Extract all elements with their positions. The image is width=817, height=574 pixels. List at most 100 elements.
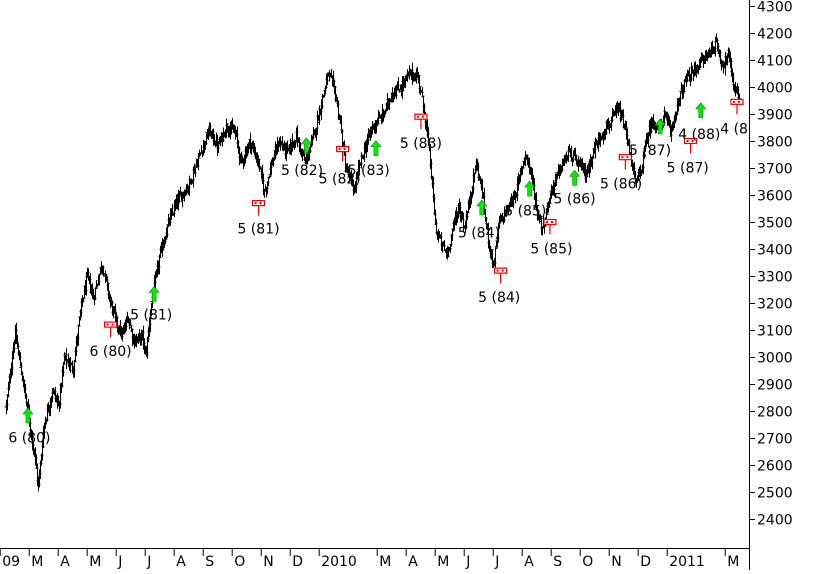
x-tick-label: D xyxy=(292,554,303,570)
signal-label: 5 (83) xyxy=(348,163,390,179)
ohlc-bar xyxy=(417,75,422,94)
y-tick: 3300 xyxy=(749,270,793,286)
y-tick-label: 3700 xyxy=(757,162,793,178)
y-tick: 3700 xyxy=(749,162,793,178)
y-tick: 3800 xyxy=(749,135,793,151)
y-tick: 3100 xyxy=(749,324,793,340)
x-tick-label: M xyxy=(727,554,739,570)
ohlc-bar xyxy=(196,152,201,171)
y-tick-label: 4300 xyxy=(757,0,793,16)
x-tick: M xyxy=(86,548,101,570)
buy-arrow-icon xyxy=(476,199,488,216)
x-tick: N xyxy=(260,548,274,570)
sell-marker-icon xyxy=(730,98,744,115)
y-tick-label: 4000 xyxy=(757,81,793,97)
x-tick: N xyxy=(608,548,622,570)
y-tick: 3900 xyxy=(749,108,793,124)
x-tick-label: O xyxy=(582,554,593,570)
x-tick: M xyxy=(376,548,391,570)
signal-label: 5 (82) xyxy=(319,171,361,187)
x-tick-label: S xyxy=(553,554,562,570)
buy-arrow-icon xyxy=(524,180,536,197)
y-tick-label: 4200 xyxy=(757,27,793,43)
y-axis-ticks: 4300 4200 4100 4000 3900 3800 3700 3600 3500 3400… xyxy=(749,0,793,529)
x-tick-label: J xyxy=(146,554,151,570)
y-tick: 3600 xyxy=(749,189,793,205)
sell-marker-icon xyxy=(414,113,428,130)
x-tick-label: A xyxy=(524,554,534,570)
sell-marker-icon xyxy=(251,200,266,216)
x-tick: S xyxy=(202,548,214,570)
signal-label: 4 (8 xyxy=(720,121,748,137)
x-tick-label: M xyxy=(437,554,449,570)
ohlc-bar xyxy=(547,197,552,208)
x-tick: A xyxy=(173,548,186,570)
ohlc-bar xyxy=(193,166,198,178)
x-tick-label: N xyxy=(263,554,273,570)
signal-markers xyxy=(22,98,744,424)
y-tick: 2900 xyxy=(749,378,793,394)
ohlc-bar xyxy=(465,210,470,220)
x-tick-label: M xyxy=(31,554,43,570)
signal-label: 5 (81) xyxy=(237,221,279,237)
buy-arrow-icon xyxy=(300,137,312,154)
y-tick: 3000 xyxy=(749,351,793,367)
x-tick: D xyxy=(637,548,651,570)
y-tick-label: 3800 xyxy=(757,135,793,151)
x-tick: M xyxy=(28,548,43,570)
y-tick-label: 3600 xyxy=(757,189,793,205)
y-tick: 4100 xyxy=(749,54,793,70)
ohlc-bar xyxy=(420,87,425,97)
y-tick: 2800 xyxy=(749,405,793,421)
signal-label: 5 (85) xyxy=(530,242,572,258)
signal-label: 4 (88) xyxy=(678,127,720,143)
x-tick: M xyxy=(724,548,739,570)
y-tick-label: 2600 xyxy=(757,459,793,475)
x-tick: J xyxy=(115,548,122,570)
x-tick: A xyxy=(521,548,534,570)
y-tick-label: 3400 xyxy=(757,243,793,259)
buy-arrow-icon xyxy=(568,169,581,186)
sell-marker-icon xyxy=(543,218,557,235)
y-tick: 4300 xyxy=(749,0,793,16)
sell-marker-icon xyxy=(683,137,698,154)
y-tick-label: 3000 xyxy=(757,351,793,367)
y-tick: 4200 xyxy=(749,27,793,43)
x-tick-label: J xyxy=(494,554,499,570)
x-tick: M xyxy=(434,548,449,570)
y-tick: 3400 xyxy=(749,243,793,259)
x-tick-label: M xyxy=(89,554,101,570)
x-tick: S xyxy=(550,548,562,570)
signal-label: 5 (83) xyxy=(400,136,442,152)
x-tick: 2010 xyxy=(318,548,357,570)
signal-label: 6 (80) xyxy=(90,344,132,360)
x-tick-label: 2011 xyxy=(669,554,705,570)
y-tick-label: 2900 xyxy=(757,378,793,394)
x-tick-label: M xyxy=(379,554,391,570)
signal-label: 5 (85) xyxy=(504,204,546,220)
buy-arrow-icon xyxy=(370,140,382,156)
buy-arrow-icon xyxy=(695,102,707,119)
signal-label: 6 (80) xyxy=(8,431,50,447)
ohlc-bar xyxy=(534,192,539,212)
x-tick: J xyxy=(463,548,470,570)
y-tick-label: 3900 xyxy=(757,108,793,124)
y-tick: 2600 xyxy=(749,459,793,475)
signal-labels: 6 (80)6 (80)5 (81)5 (81)5 (82)5 (82)5 (8… xyxy=(8,121,748,446)
signal-label: 5 (82) xyxy=(281,163,323,179)
x-tick: D xyxy=(289,548,303,570)
x-tick-label: 2010 xyxy=(321,554,357,570)
x-tick: 2011 xyxy=(666,548,705,570)
buy-arrow-icon xyxy=(654,118,666,135)
sell-marker-icon xyxy=(103,321,118,338)
x-tick: J xyxy=(492,548,499,570)
x-tick-label: J xyxy=(465,554,470,570)
x-tick-label: J xyxy=(117,554,122,570)
x-tick-label: D xyxy=(640,554,651,570)
y-tick-label: 3100 xyxy=(757,324,793,340)
x-tick: A xyxy=(405,548,418,570)
x-tick-label: 09 xyxy=(2,554,20,570)
y-tick-label: 2400 xyxy=(757,513,793,529)
x-tick: A xyxy=(57,548,70,570)
